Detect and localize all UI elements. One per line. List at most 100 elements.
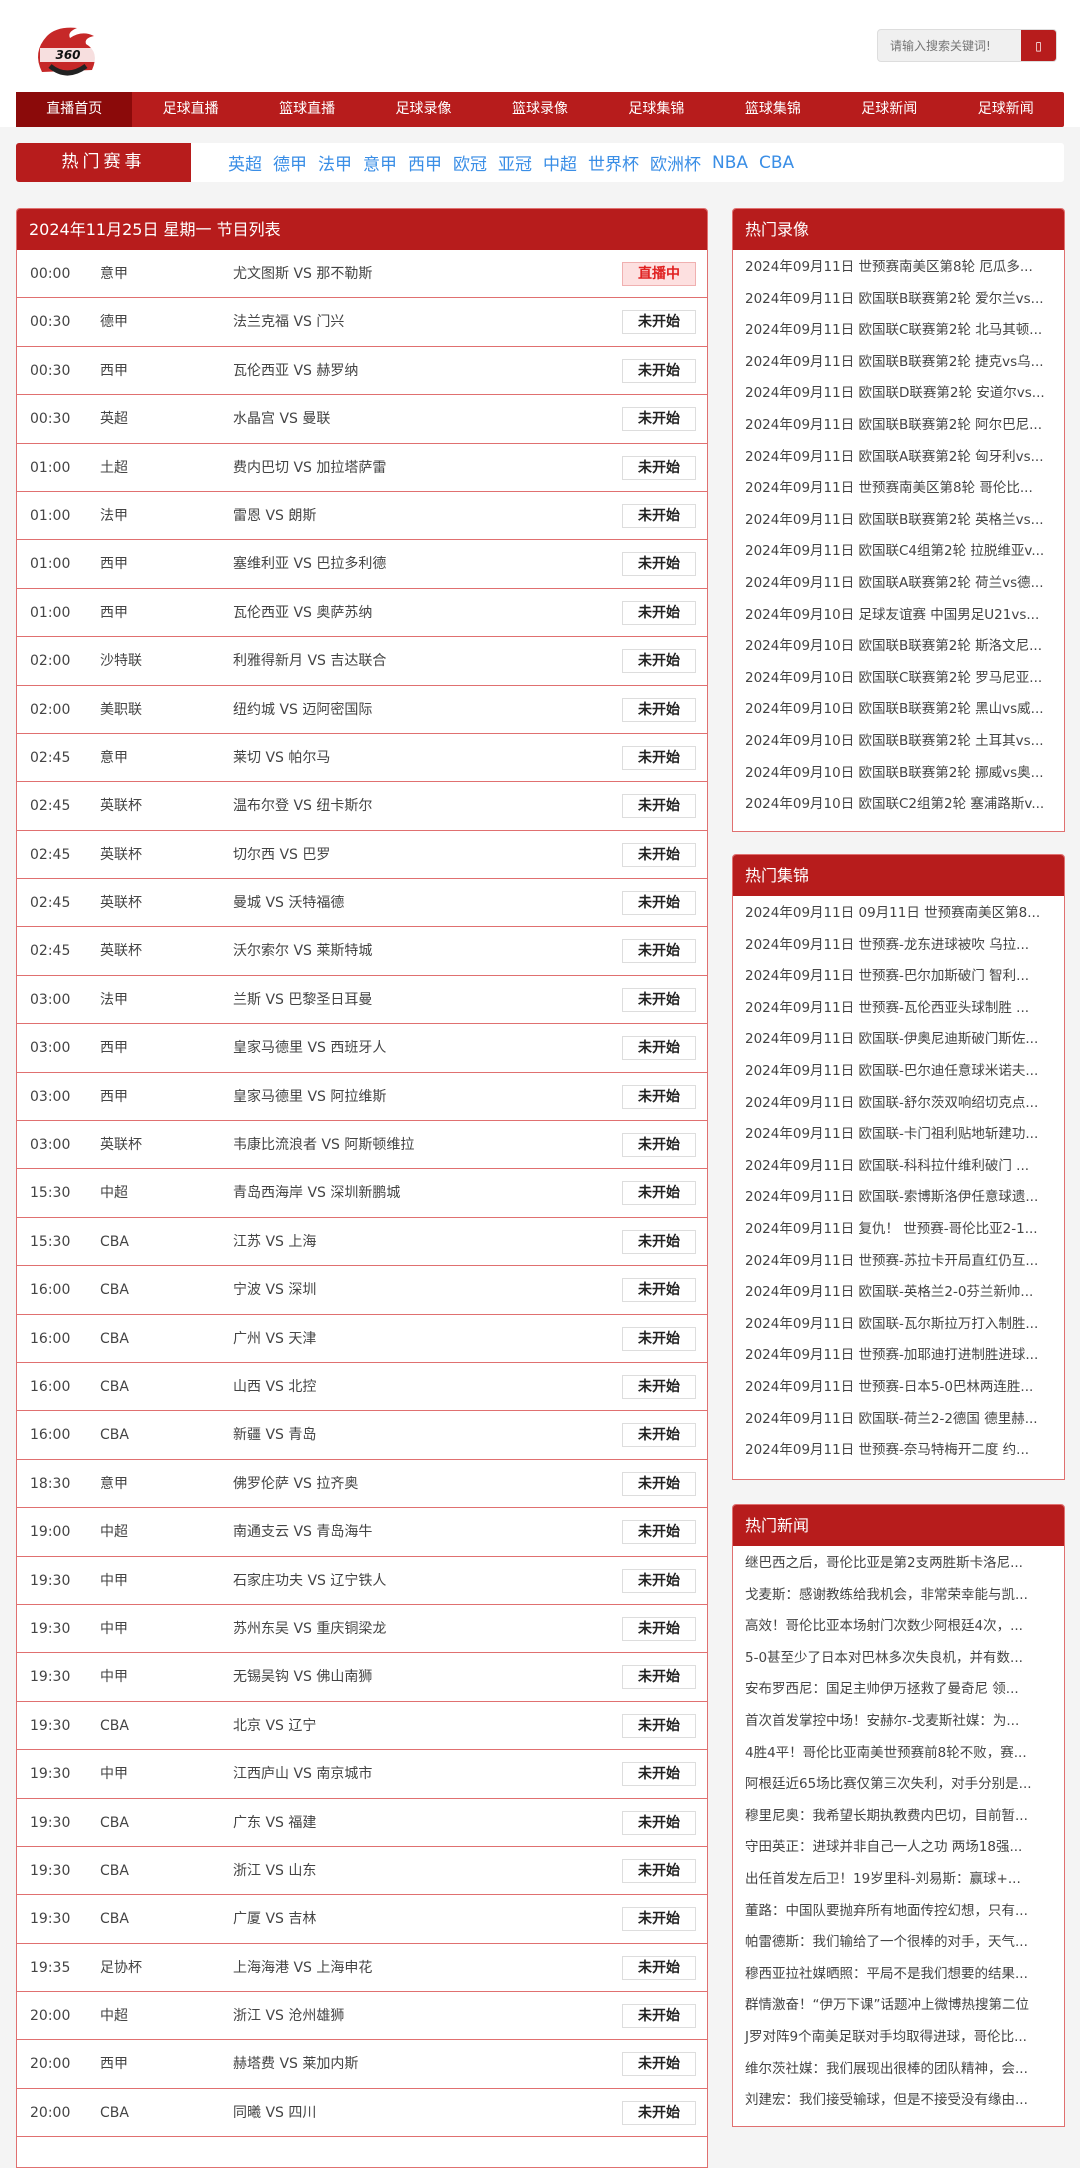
table-row[interactable]: 16:00 CBA 山西 VS 北控 未开始 — [17, 1363, 707, 1412]
list-item[interactable]: 2024年09月11日 世预赛-奈马特梅开二度 约... — [745, 1442, 1030, 1459]
match-teams[interactable]: 莱切 VS 帕尔马 — [233, 749, 331, 766]
status-badge[interactable]: 未开始 — [622, 600, 696, 625]
match-teams[interactable]: 南通支云 VS 青岛海牛 — [233, 1524, 373, 1541]
status-badge[interactable]: 未开始 — [622, 407, 696, 432]
nav-item-football-news-2[interactable]: 足球新闻 — [977, 101, 1034, 117]
site-logo[interactable]: 360 — [22, 22, 112, 80]
table-row[interactable]: 19:00 中超 南通支云 VS 青岛海牛 未开始 — [17, 1508, 707, 1557]
list-item[interactable]: 穆西亚拉社媒晒照：平局不是我们想要的结果... — [745, 1965, 1028, 1982]
status-badge[interactable]: 未开始 — [622, 745, 696, 770]
table-row[interactable]: 00:00 意甲 尤文图斯 VS 那不勒斯 直播中 — [17, 250, 707, 299]
list-item[interactable]: 2024年09月11日 世预赛南美区第8轮 厄瓜多... — [745, 259, 1033, 275]
status-badge[interactable]: 未开始 — [622, 1036, 696, 1061]
status-badge[interactable]: 未开始 — [622, 1713, 696, 1738]
list-item[interactable]: 2024年09月11日 欧国联A联赛第2轮 荷兰vs德... — [745, 574, 1044, 591]
status-badge[interactable]: 未开始 — [622, 503, 696, 528]
status-badge[interactable]: 未开始 — [622, 1810, 696, 1835]
table-row[interactable]: 19:30 中甲 苏州东吴 VS 重庆铜梁龙 未开始 — [17, 1605, 707, 1654]
list-item[interactable]: 2024年09月11日 复仇！ 世预赛-哥伦比亚2-1... — [745, 1220, 1038, 1237]
table-row[interactable]: 01:00 西甲 塞维利亚 VS 巴拉多利德 未开始 — [17, 540, 707, 589]
status-badge[interactable]: 未开始 — [622, 455, 696, 480]
table-row[interactable]: 19:35 足协杯 上海海港 VS 上海申花 未开始 — [17, 1944, 707, 1993]
match-teams[interactable]: 苏州东吴 VS 重庆铜梁龙 — [233, 1620, 387, 1637]
table-row[interactable]: 00:30 英超 水晶宫 VS 曼联 未开始 — [17, 395, 707, 444]
table-row[interactable]: 01:00 土超 费内巴切 VS 加拉塔萨雷 未开始 — [17, 444, 707, 492]
match-teams[interactable]: 雷恩 VS 朗斯 — [233, 507, 317, 524]
list-item[interactable]: 2024年09月11日 欧国联A联赛第2轮 匈牙利vs... — [745, 448, 1044, 465]
list-item[interactable]: 董路：中国队要抛弃所有地面传控幻想，只有... — [745, 1902, 1028, 1919]
status-badge[interactable]: 未开始 — [622, 697, 696, 722]
match-teams[interactable]: 利雅得新月 VS 吉达联合 — [233, 653, 387, 670]
match-teams[interactable]: 沃尔索尔 VS 莱斯特城 — [233, 943, 373, 960]
list-item[interactable]: 2024年09月11日 欧国联-舒尔茨双响绍切克点... — [745, 1094, 1039, 1111]
match-teams[interactable]: 石家庄功夫 VS 辽宁铁人 — [233, 1572, 387, 1589]
status-badge[interactable]: 未开始 — [622, 1133, 696, 1158]
list-item[interactable]: 高效！哥伦比亚本场射门次数少阿根廷4次，... — [745, 1618, 1023, 1635]
nav-item-football-highlights[interactable]: 足球集锦 — [628, 101, 685, 117]
match-teams[interactable]: 北京 VS 辽宁 — [233, 1717, 317, 1734]
list-item[interactable]: 出任首发左后卫！19岁里科-刘易斯：赢球+... — [745, 1870, 1021, 1887]
status-badge[interactable]: 未开始 — [622, 1181, 696, 1206]
list-item[interactable]: 2024年09月11日 欧国联D联赛第2轮 安道尔vs... — [745, 385, 1045, 402]
list-item[interactable]: 2024年09月11日 欧国联-科科拉什维利破门 ... — [745, 1157, 1030, 1174]
match-teams[interactable]: 广州 VS 天津 — [233, 1330, 317, 1347]
table-row[interactable]: 16:00 CBA 宁波 VS 深圳 未开始 — [17, 1266, 707, 1315]
list-item[interactable]: 2024年09月11日 欧国联B联赛第2轮 英格兰vs... — [745, 511, 1044, 528]
list-item[interactable]: 维尔茨社媒：我们展现出很棒的团队精神，会... — [745, 2060, 1028, 2077]
nav-item-basketball-highlights[interactable]: 篮球集锦 — [744, 101, 801, 117]
table-row[interactable]: 16:00 CBA 广州 VS 天津 未开始 — [17, 1315, 707, 1363]
table-row[interactable]: 19:30 中甲 江西庐山 VS 南京城市 未开始 — [17, 1750, 707, 1799]
search-button[interactable]: ▯ — [1021, 30, 1056, 61]
table-row[interactable]: 16:00 CBA 新疆 VS 青岛 未开始 — [17, 1411, 707, 1460]
hot-event-link[interactable]: 世界杯 — [588, 155, 639, 175]
list-item[interactable]: 2024年09月11日 09月11日 世预赛南美区第8... — [745, 905, 1041, 921]
list-item[interactable]: 继巴西之后，哥伦比亚是第2支两胜斯卡洛尼... — [745, 1555, 1023, 1571]
hot-event-link[interactable]: NBA — [712, 152, 749, 173]
list-item[interactable]: 2024年09月11日 世预赛南美区第8轮 哥伦比... — [745, 480, 1033, 497]
table-row[interactable]: 19:30 CBA 广东 VS 福建 未开始 — [17, 1799, 707, 1847]
match-teams[interactable]: 江西庐山 VS 南京城市 — [233, 1766, 373, 1783]
hot-event-link[interactable]: 西甲 — [408, 155, 442, 175]
table-row[interactable]: 02:45 英联杯 切尔西 VS 巴罗 未开始 — [17, 831, 707, 880]
list-item[interactable]: 2024年09月11日 世预赛-加耶迪打进制胜进球... — [745, 1347, 1039, 1364]
nav-item-home[interactable]: 直播首页 — [16, 92, 133, 127]
table-row[interactable]: 02:45 英联杯 曼城 VS 沃特福德 未开始 — [17, 879, 707, 928]
table-row[interactable]: 19:30 中甲 无锡吴钩 VS 佛山南狮 未开始 — [17, 1653, 707, 1702]
match-teams[interactable]: 新疆 VS 青岛 — [233, 1427, 317, 1444]
list-item[interactable]: 2024年09月10日 欧国联B联赛第2轮 土耳其vs... — [745, 732, 1044, 749]
match-teams[interactable]: 瓦伦西亚 VS 赫罗纳 — [233, 362, 359, 379]
list-item[interactable]: 穆里尼奥：我希望长期执教费内巴切，目前暂... — [745, 1807, 1028, 1824]
match-teams[interactable]: 无锡吴钩 VS 佛山南狮 — [233, 1669, 373, 1686]
match-teams[interactable]: 瓦伦西亚 VS 奥萨苏纳 — [233, 604, 373, 621]
status-badge[interactable]: 未开始 — [622, 1326, 696, 1351]
status-badge[interactable]: 未开始 — [622, 1858, 696, 1883]
list-item[interactable]: 刘建宏：我们接受输球，但是不接受没有缘由... — [745, 2092, 1028, 2109]
hot-event-link[interactable]: 意甲 — [363, 155, 397, 175]
list-item[interactable]: 2024年09月11日 欧国联-荷兰2-2德国 德里赫... — [745, 1410, 1038, 1427]
match-teams[interactable]: 纽约城 VS 迈阿密国际 — [233, 701, 373, 718]
status-badge[interactable]: 未开始 — [622, 1955, 696, 1980]
table-row[interactable]: 03:00 西甲 皇家马德里 VS 西班牙人 未开始 — [17, 1024, 707, 1073]
hot-event-link[interactable]: 英超 — [228, 155, 262, 175]
search-input[interactable] — [878, 30, 1023, 61]
list-item[interactable]: 2024年09月11日 欧国联B联赛第2轮 爱尔兰vs... — [745, 290, 1044, 307]
nav-item-football-replay[interactable]: 足球录像 — [395, 101, 452, 117]
table-row[interactable]: 02:00 沙特联 利雅得新月 VS 吉达联合 未开始 — [17, 637, 707, 686]
list-item[interactable]: 2024年09月11日 世预赛-龙东进球被吹 乌拉... — [745, 936, 1030, 953]
status-badge[interactable]: 未开始 — [622, 1471, 696, 1496]
hot-event-link[interactable]: 中超 — [543, 155, 577, 175]
table-row[interactable]: 19:30 CBA 北京 VS 辽宁 未开始 — [17, 1702, 707, 1751]
match-teams[interactable]: 同曦 VS 四川 — [233, 2104, 317, 2121]
list-item[interactable]: 帕雷德斯：我们输给了一个很棒的对手，天气... — [745, 1934, 1028, 1951]
status-badge[interactable]: 未开始 — [622, 649, 696, 674]
match-teams[interactable]: 塞维利亚 VS 巴拉多利德 — [233, 556, 387, 573]
match-teams[interactable]: 赫塔费 VS 莱加内斯 — [233, 2056, 359, 2073]
list-item[interactable]: 2024年09月10日 欧国联B联赛第2轮 斯洛文尼... — [745, 638, 1043, 655]
list-item[interactable]: 5-0甚至少了日本对巴林多次失良机，并有数... — [745, 1649, 1023, 1666]
match-teams[interactable]: 费内巴切 VS 加拉塔萨雷 — [233, 459, 387, 476]
match-teams[interactable]: 山西 VS 北控 — [233, 1378, 317, 1395]
list-item[interactable]: 2024年09月10日 欧国联C联赛第2轮 罗马尼亚... — [745, 669, 1043, 686]
status-badge[interactable]: 未开始 — [622, 987, 696, 1012]
status-badge[interactable]: 未开始 — [622, 1229, 696, 1254]
table-row[interactable]: 00:30 西甲 瓦伦西亚 VS 赫罗纳 未开始 — [17, 347, 707, 396]
